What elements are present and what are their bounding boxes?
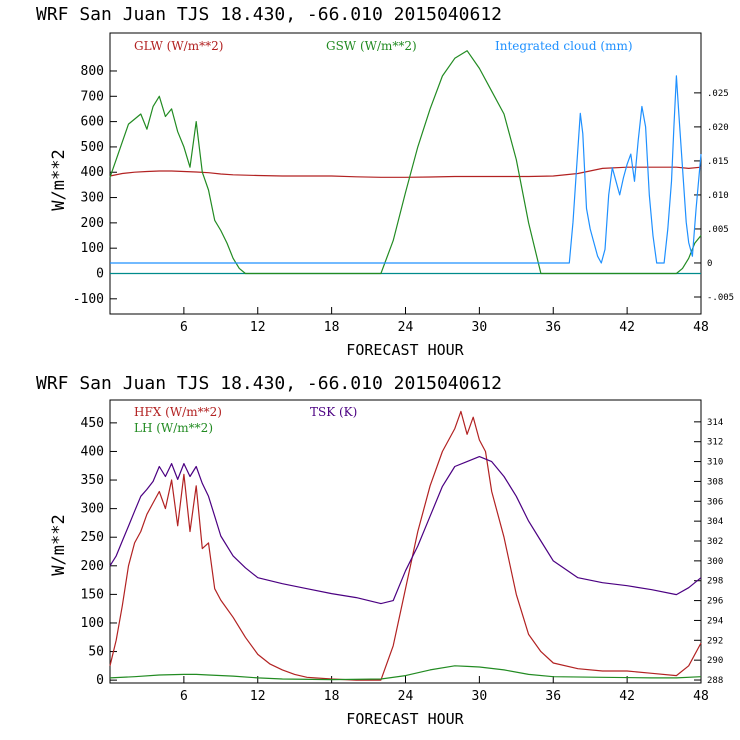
panel-bottom-title: WRF San Juan TJS 18.430, -66.010 2015040…	[36, 373, 502, 394]
p1-y2-tick-label: 300	[707, 557, 723, 567]
p1-y2-tick-label: 310	[707, 458, 723, 468]
p0-x-tick-label: 30	[472, 320, 488, 335]
p1-y2-tick-label: 306	[707, 497, 723, 507]
legend-tsk: TSK (K)	[310, 405, 357, 419]
p1-y2-tick-label: 288	[707, 676, 723, 686]
p1-y2-tick-label: 312	[707, 438, 723, 448]
p0-y-tick-label: 200	[81, 216, 104, 231]
p1-x-tick-label: 18	[324, 689, 340, 704]
p0-x-tick-label: 18	[324, 320, 340, 335]
p1-x-tick-label: 30	[472, 689, 488, 704]
p1-y-tick-label: 300	[81, 502, 104, 517]
p1-y2-tick-label: 302	[707, 537, 723, 547]
p1-y-tick-label: 0	[96, 673, 104, 688]
p1-series-line-0	[109, 410, 702, 681]
panel-bottom-y-axis-label: W/m**2	[49, 514, 69, 575]
p0-y-tick-label: 500	[81, 140, 104, 155]
p0-y-tick-label: 0	[96, 266, 104, 281]
legend-cloud: Integrated cloud (mm)	[495, 39, 633, 53]
p1-y2-tick-label: 298	[707, 577, 723, 587]
panel-bottom: WRF San Juan TJS 18.430, -66.010 2015040…	[36, 373, 723, 728]
p0-x-tick-label: 36	[545, 320, 561, 335]
panel-top-y-axis-label: W/m**2	[49, 149, 69, 210]
p0-y-tick-label: 400	[81, 165, 104, 180]
panel-top-x-axis-label: FORECAST HOUR	[346, 341, 464, 359]
p1-x-tick-label: 48	[693, 689, 709, 704]
p1-y2-tick-label: 290	[707, 656, 723, 666]
p1-y-tick-label: 100	[81, 616, 104, 631]
p0-x-tick-label: 6	[180, 320, 188, 335]
legend-hfx: HFX (W/m**2)	[134, 405, 222, 419]
p1-y2-tick-label: 296	[707, 597, 723, 607]
p1-y-tick-label: 400	[81, 444, 104, 459]
p0-y2-tick-label: .025	[707, 89, 729, 99]
p0-y-tick-label: 100	[81, 241, 104, 256]
panel-top: WRF San Juan TJS 18.430, -66.010 2015040…	[36, 4, 734, 359]
p0-y2-tick-label: .020	[707, 123, 729, 133]
p0-y2-tick-label: .005	[707, 225, 729, 235]
p0-x-tick-label: 48	[693, 320, 709, 335]
p0-y-tick-label: 800	[81, 64, 104, 79]
panel-bottom-x-axis-label: FORECAST HOUR	[346, 710, 464, 728]
p1-x-tick-label: 6	[180, 689, 188, 704]
p0-series-line-2	[110, 75, 702, 264]
p1-series-line-1	[109, 665, 702, 681]
p1-y2-tick-label: 314	[707, 418, 723, 428]
p1-x-tick-label: 24	[398, 689, 414, 704]
p0-series-line-1	[109, 50, 702, 275]
panel-top-title: WRF San Juan TJS 18.430, -66.010 2015040…	[36, 4, 502, 25]
p1-x-tick-label: 36	[545, 689, 561, 704]
legend-gsw: GSW (W/m**2)	[326, 39, 417, 53]
p1-y2-tick-label: 308	[707, 477, 723, 487]
p0-series-line-0	[109, 166, 702, 178]
p1-y-tick-label: 50	[88, 645, 104, 660]
p1-y-tick-label: 450	[81, 416, 104, 431]
legend-glw: GLW (W/m**2)	[134, 39, 223, 53]
p1-y2-tick-label: 292	[707, 636, 723, 646]
legend-lh: LH (W/m**2)	[134, 421, 213, 435]
p0-y-tick-label: -100	[73, 292, 104, 307]
p0-y-tick-label: 600	[81, 115, 104, 130]
p0-y2-tick-label: 0	[707, 259, 712, 269]
p1-y-tick-label: 350	[81, 473, 104, 488]
p0-y2-tick-label: .010	[707, 191, 729, 201]
p0-y2-tick-label: .015	[707, 157, 729, 167]
panel-bottom-plot-frame	[109, 399, 702, 684]
p0-y2-tick-label: -.005	[707, 293, 734, 303]
p1-y-tick-label: 200	[81, 559, 104, 574]
p0-x-tick-label: 24	[398, 320, 414, 335]
p0-y-tick-label: 300	[81, 191, 104, 206]
p1-y-tick-label: 250	[81, 530, 104, 545]
p1-y2-tick-label: 294	[707, 616, 723, 626]
p1-series-line-2	[109, 456, 702, 605]
p1-x-tick-label: 12	[250, 689, 266, 704]
p0-y-tick-label: 700	[81, 89, 104, 104]
p1-x-tick-label: 42	[619, 689, 635, 704]
p0-x-tick-label: 12	[250, 320, 266, 335]
panel-top-plot-frame	[109, 32, 702, 315]
p1-y-tick-label: 150	[81, 587, 104, 602]
p1-y2-tick-label: 304	[707, 517, 723, 527]
p0-x-tick-label: 42	[619, 320, 635, 335]
